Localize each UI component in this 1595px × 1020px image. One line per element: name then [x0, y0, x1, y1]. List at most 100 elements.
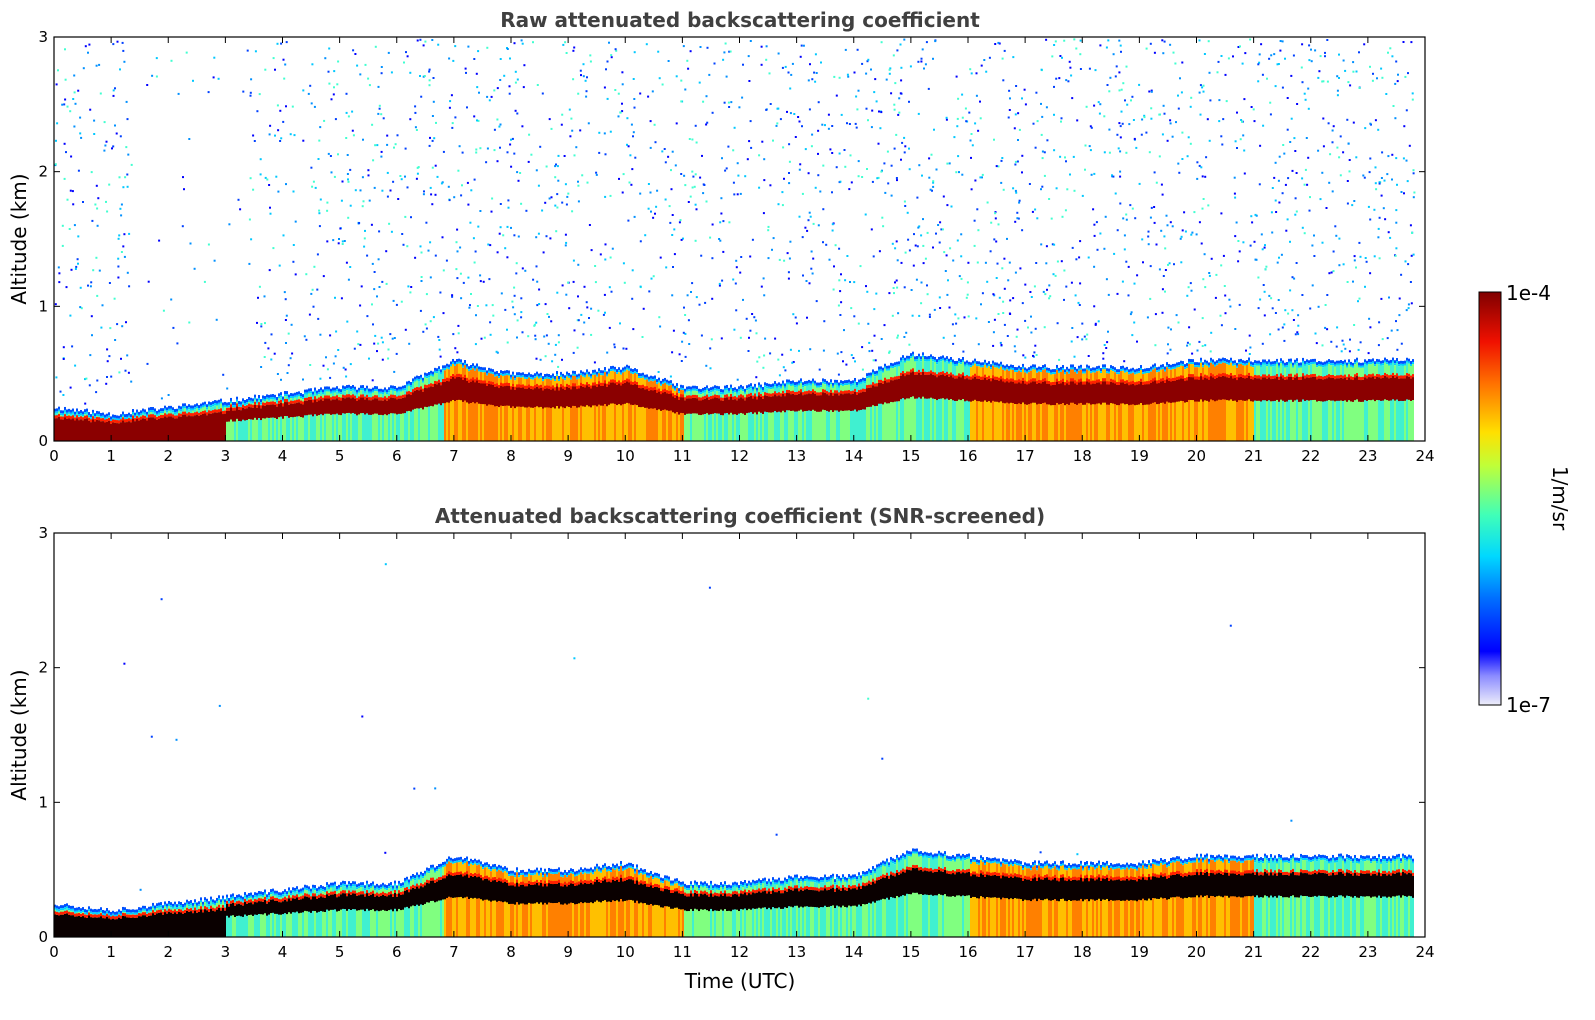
panel-raw-noise-speck — [1372, 72, 1374, 75]
panel-screened-heatmap-column — [1084, 861, 1086, 937]
panel-raw-noise-speck — [733, 328, 736, 331]
panel-screened-heatmap-column — [72, 905, 74, 937]
panel-screened-heatmap-column — [828, 876, 830, 937]
panel-screened-heatmap-column — [1138, 862, 1140, 937]
panel-raw-noise-speck — [479, 210, 482, 212]
panel-raw-noise-speck — [1103, 247, 1106, 250]
panel-raw-heatmap-column — [466, 363, 468, 441]
panel-raw-heatmap-column — [324, 386, 326, 441]
panel-raw-heatmap-column — [750, 383, 752, 441]
panel-raw-noise-speck — [507, 206, 510, 209]
panel-raw-noise-speck — [925, 41, 928, 44]
panel-raw-noise-speck — [704, 301, 707, 304]
panel-raw-noise-speck — [700, 334, 703, 337]
panel-raw-noise-speck — [556, 206, 559, 209]
panel-screened-heatmap-column — [1398, 853, 1400, 937]
panel-screened-x-tick-label: 0 — [49, 943, 59, 961]
panel-raw-heatmap-column — [1328, 359, 1330, 441]
panel-screened-heatmap-column — [1290, 855, 1292, 937]
panel-raw-noise-speck — [151, 74, 154, 77]
panel-screened-heatmap-column — [1064, 864, 1066, 937]
panel-screened-heatmap-column — [774, 879, 776, 937]
panel-raw-noise-speck — [361, 176, 364, 179]
panel-raw-heatmap-column — [1030, 365, 1032, 441]
panel-raw-noise-speck — [885, 78, 888, 81]
panel-raw-heatmap-column — [132, 409, 134, 441]
panel-raw-noise-speck — [843, 329, 845, 332]
panel-screened-heatmap-column — [1122, 864, 1124, 937]
panel-raw-noise-speck — [1324, 326, 1327, 329]
panel-screened-heatmap-column — [234, 896, 236, 937]
panel-raw-noise-speck — [425, 221, 428, 224]
panel-raw-heatmap-column — [1412, 359, 1414, 441]
panel-raw-noise-speck — [554, 165, 557, 168]
panel-raw-heatmap-column — [1192, 359, 1194, 441]
panel-screened-heatmap-column — [1050, 864, 1052, 937]
panel-raw-noise-speck — [872, 359, 875, 362]
panel-raw-noise-speck — [931, 189, 933, 192]
panel-raw-heatmap-column — [390, 385, 392, 441]
panel-raw-noise-speck — [1328, 272, 1331, 275]
panel-raw-heatmap-column — [578, 373, 580, 441]
panel-screened-x-tick-label: 20 — [1187, 943, 1206, 961]
panel-raw-noise-speck — [1296, 331, 1299, 334]
panel-raw-noise-speck — [1386, 337, 1389, 340]
panel-raw-noise-speck — [1081, 194, 1084, 197]
panel-screened-heatmap-column — [1392, 855, 1394, 937]
panel-raw-noise-speck — [1161, 193, 1164, 196]
panel-raw-noise-speck — [1070, 281, 1073, 284]
panel-raw-noise-speck — [311, 63, 314, 66]
panel-raw-noise-speck — [633, 98, 636, 100]
panel-raw-noise-speck — [554, 353, 557, 356]
panel-raw-noise-speck — [77, 262, 79, 265]
panel-raw-noise-speck — [542, 251, 545, 254]
panel-screened-heatmap-column — [456, 857, 458, 937]
panel-raw-noise-speck — [72, 98, 75, 100]
panel-screened-heatmap-column — [88, 906, 90, 937]
panel-raw-noise-speck — [733, 126, 736, 129]
panel-raw-heatmap-column — [808, 379, 810, 441]
panel-raw-noise-speck — [448, 57, 451, 60]
panel-raw-noise-speck — [861, 62, 864, 65]
panel-raw-heatmap-column — [1096, 366, 1098, 441]
panel-raw-noise-speck — [695, 141, 698, 144]
panel-raw-noise-speck — [1116, 292, 1119, 295]
panel-raw-heatmap-column — [476, 363, 478, 441]
panel-raw-noise-speck — [329, 334, 332, 337]
panel-raw-noise-speck — [866, 60, 869, 63]
panel-raw-heatmap-column — [1076, 368, 1078, 441]
panel-raw-noise-speck — [837, 373, 840, 376]
panel-raw-noise-speck — [812, 257, 815, 260]
panel-raw-noise-speck — [1053, 113, 1055, 116]
panel-raw-heatmap-column — [1050, 369, 1052, 441]
panel-raw-noise-speck — [573, 329, 576, 332]
panel-screened-noise-speck — [1076, 853, 1079, 856]
panel-raw-noise-speck — [786, 110, 788, 113]
panel-raw-noise-speck — [908, 343, 911, 346]
panel-raw-noise-speck — [748, 140, 751, 143]
panel-raw-noise-speck — [626, 143, 628, 146]
panel-raw-noise-speck — [1373, 208, 1376, 211]
panel-raw-noise-speck — [1402, 41, 1405, 43]
panel-raw-noise-speck — [719, 221, 722, 224]
panel-raw-noise-speck — [1024, 319, 1027, 322]
panel-raw-noise-speck — [1169, 221, 1172, 224]
panel-raw-heatmap-column — [1282, 360, 1284, 441]
panel-raw-noise-speck — [1242, 134, 1245, 137]
panel-raw-heatmap-column — [1168, 364, 1170, 441]
panel-raw-noise-speck — [1119, 150, 1122, 153]
panel-raw-heatmap-column — [430, 370, 432, 441]
panel-raw-heatmap-column — [336, 386, 338, 441]
panel-screened-heatmap-column — [762, 878, 764, 937]
panel-raw-noise-speck — [767, 257, 770, 260]
panel-raw-heatmap-column — [644, 374, 646, 441]
panel-screened-heatmap-column — [64, 904, 66, 937]
panel-screened-heatmap-column — [654, 872, 656, 937]
panel-raw-noise-speck — [870, 68, 872, 71]
panel-screened-heatmap-column — [914, 848, 916, 937]
panel-screened-heatmap-column — [532, 870, 534, 937]
panel-raw-noise-speck — [652, 216, 655, 219]
panel-raw-noise-speck — [167, 394, 170, 396]
panel-raw-noise-speck — [95, 256, 98, 259]
panel-raw-noise-speck — [319, 333, 322, 336]
